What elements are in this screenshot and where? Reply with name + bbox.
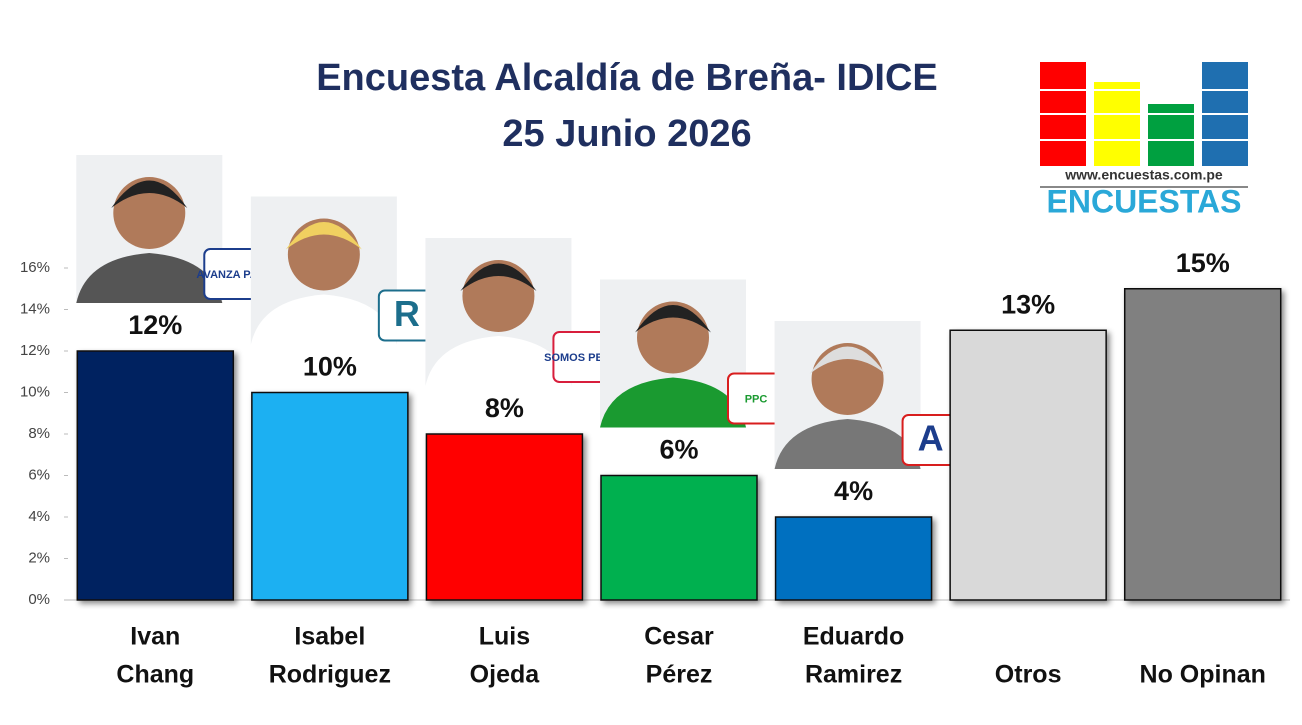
chart-title: Encuesta Alcaldía de Breña- IDICE: [316, 57, 938, 99]
x-tick-label: Pérez: [646, 661, 713, 689]
x-tick-label: Otros: [995, 661, 1062, 689]
party-label: PPC: [745, 393, 768, 405]
y-tick-label: 16%: [20, 259, 50, 276]
logo: www.encuestas.com.pe ENCUESTAS: [1036, 62, 1252, 219]
chart-subtitle: 25 Junio 2026: [502, 113, 751, 155]
x-tick-label: Ojeda: [470, 661, 541, 689]
logo-url: www.encuestas.com.pe: [1064, 167, 1223, 183]
y-tick-label: 2%: [28, 549, 50, 566]
photo-body: [76, 253, 223, 303]
value-label: 15%: [1176, 248, 1230, 278]
value-label: 10%: [303, 352, 357, 382]
bar: [774, 516, 933, 601]
candidate-photo: A: [774, 321, 960, 469]
photo-hair: [460, 263, 537, 291]
y-tick-label: 0%: [28, 591, 50, 608]
x-tick-label: Ramirez: [805, 661, 902, 689]
x-tick-label: Ivan: [130, 623, 180, 651]
photo-hair: [809, 346, 886, 374]
photo-hair: [285, 222, 362, 250]
photo-hair: [111, 180, 188, 208]
x-tick-label: Rodriguez: [269, 661, 391, 689]
party-label: A: [918, 418, 944, 459]
value-label: 8%: [485, 393, 524, 423]
party-label: R: [394, 293, 420, 334]
bar: [76, 350, 235, 601]
candidate-photo: AVANZA PAÍS: [76, 155, 268, 303]
bar: [1123, 288, 1282, 601]
y-tick-label: 14%: [20, 300, 50, 317]
x-tick-label: Cesar: [644, 623, 714, 651]
bar: [425, 433, 584, 601]
candidate-photo: PPC: [600, 279, 785, 428]
y-tick-label: 4%: [28, 508, 50, 525]
y-tick-label: 6%: [28, 466, 50, 483]
party-label: AVANZA PAÍS: [196, 268, 268, 281]
y-tick-label: 12%: [20, 342, 50, 359]
candidate-photo: R: [250, 196, 436, 345]
x-tick-label: Chang: [116, 661, 194, 689]
logo-name: ENCUESTAS: [1047, 183, 1242, 219]
y-tick-label: 10%: [20, 383, 50, 400]
photo-body: [425, 336, 572, 386]
y-tick-label: 8%: [28, 425, 50, 442]
bar: [949, 329, 1107, 601]
bar: [251, 391, 409, 601]
photo-body: [774, 419, 921, 469]
value-label: 4%: [834, 476, 873, 506]
value-label: 6%: [659, 435, 698, 465]
photo-hair: [635, 305, 711, 333]
value-label: 13%: [1001, 289, 1055, 319]
x-tick-label: Eduardo: [803, 623, 904, 651]
value-label: 12%: [128, 310, 182, 340]
photo-body: [250, 294, 397, 345]
x-tick-label: No Opinan: [1140, 661, 1266, 689]
x-tick-label: Isabel: [294, 623, 365, 651]
photo-body: [600, 377, 746, 428]
x-tick-label: Luis: [479, 623, 530, 651]
candidate-photo: SOMOS PERU: [425, 238, 619, 386]
bar: [600, 474, 758, 601]
